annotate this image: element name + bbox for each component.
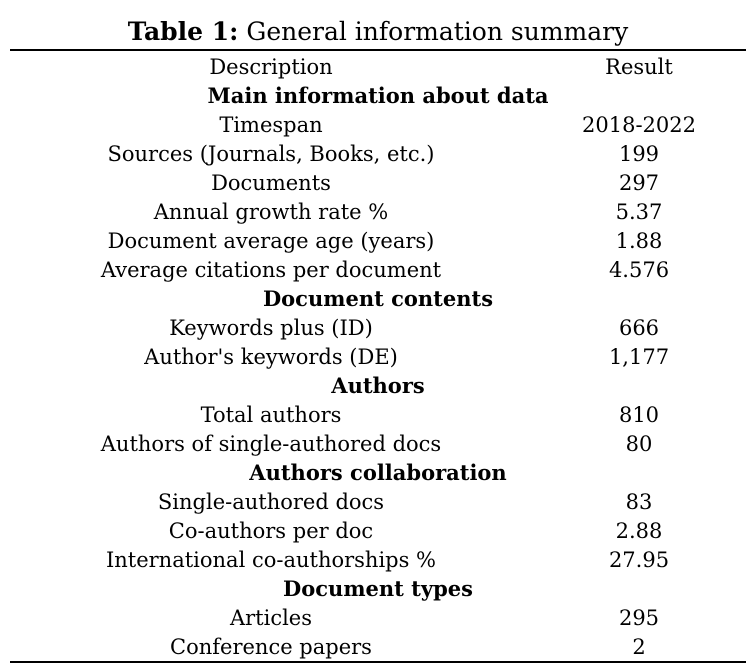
table-row: Single-authored docs 83: [10, 487, 746, 516]
section-title: Document types: [283, 576, 473, 601]
row-result: 2: [632, 634, 646, 659]
table-row: Average citations per document 4.576: [10, 255, 746, 284]
row-description: Average citations per document: [100, 257, 442, 282]
row-result: 1,177: [608, 344, 670, 369]
section-title: Main information about data: [207, 83, 549, 108]
row-description: Keywords plus (ID): [169, 315, 373, 340]
row-description: Sources (Journals, Books, etc.): [107, 141, 435, 166]
row-result: 27.95: [608, 547, 670, 572]
table-row: Annual growth rate % 5.37: [10, 197, 746, 226]
table-row: Sources (Journals, Books, etc.) 199: [10, 139, 746, 168]
section-heading-main-information: Main information about data: [10, 81, 746, 110]
row-description: Articles: [229, 605, 313, 630]
row-result: 810: [618, 402, 660, 427]
row-description: Authors of single-authored docs: [100, 431, 442, 456]
table-row: Total authors 810: [10, 400, 746, 429]
row-description: Conference papers: [170, 634, 372, 659]
row-result: 297: [618, 170, 660, 195]
row-result: 2018-2022: [582, 112, 696, 137]
section-heading-document-types: Document types: [10, 574, 746, 603]
row-description: Single-authored docs: [157, 489, 385, 514]
row-description: Documents: [211, 170, 331, 195]
section-heading-authors-collaboration: Authors collaboration: [10, 458, 746, 487]
section-title: Authors collaboration: [249, 460, 507, 485]
row-description: Timespan: [219, 112, 323, 137]
table-row: Documents 297: [10, 168, 746, 197]
summary-table: Description Result Main information abou…: [10, 52, 746, 661]
row-result: 295: [618, 605, 660, 630]
header-result: Result: [605, 54, 673, 79]
table-row: Co-authors per doc 2.88: [10, 516, 746, 545]
table-row: Conference papers 2: [10, 632, 746, 661]
table-row: Articles 295: [10, 603, 746, 632]
row-result: 83: [625, 489, 653, 514]
table-row: Authors of single-authored docs 80: [10, 429, 746, 458]
row-result: 5.37: [615, 199, 663, 224]
table-row: Document average age (years) 1.88: [10, 226, 746, 255]
table-bottom-rule: [10, 661, 746, 663]
table-row: International co-authorships % 27.95: [10, 545, 746, 574]
row-result: 80: [625, 431, 653, 456]
row-result: 4.576: [608, 257, 670, 282]
table-row: Author's keywords (DE) 1,177: [10, 342, 746, 371]
row-description: International co-authorships %: [105, 547, 437, 572]
row-description: Author's keywords (DE): [144, 344, 398, 369]
row-description: Total authors: [200, 402, 342, 427]
section-title: Authors: [331, 373, 425, 398]
row-result: 199: [618, 141, 660, 166]
row-description: Document average age (years): [107, 228, 435, 253]
header-description: Description: [209, 54, 333, 79]
table-top-rule: [10, 49, 746, 51]
table-header-row: Description Result: [10, 52, 746, 81]
section-heading-authors: Authors: [10, 371, 746, 400]
table-row: Timespan 2018-2022: [10, 110, 746, 139]
section-title: Document contents: [262, 286, 494, 311]
row-result: 666: [618, 315, 660, 340]
row-result: 1.88: [615, 228, 663, 253]
section-heading-document-contents: Document contents: [10, 284, 746, 313]
table-caption-label: Table 1:: [127, 17, 239, 46]
row-description: Co-authors per doc: [168, 518, 374, 543]
table-caption-text: General information summary: [246, 17, 629, 46]
table-caption: Table 1: General information summary: [0, 16, 756, 48]
row-result: 2.88: [615, 518, 663, 543]
row-description: Annual growth rate %: [153, 199, 389, 224]
table-row: Keywords plus (ID) 666: [10, 313, 746, 342]
